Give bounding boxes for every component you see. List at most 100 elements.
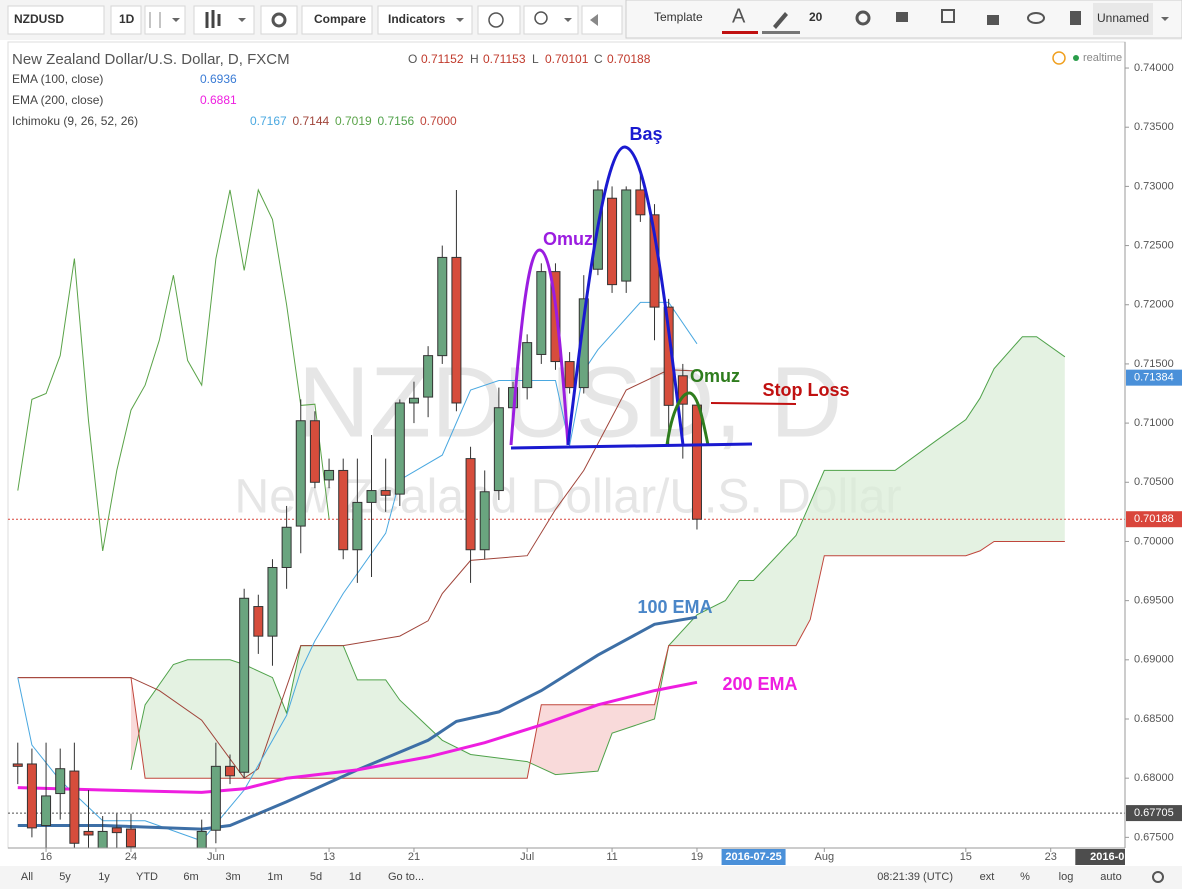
color-swatch — [722, 31, 758, 34]
legend: New Zealand Dollar/U.S. Dollar, D, FXCM … — [12, 51, 1122, 128]
ema200-value: 0.6881 — [200, 93, 237, 107]
candle-body — [253, 606, 264, 637]
interval[interactable]: 1D — [119, 12, 135, 26]
range-button[interactable]: 1d — [349, 871, 361, 883]
icon — [941, 9, 955, 23]
price-label-bg — [1126, 369, 1182, 386]
candle-body — [493, 407, 504, 492]
ichimoku-lagging — [17, 188, 330, 551]
symbol-box[interactable] — [7, 5, 105, 35]
annotation[interactable]: Omuz — [543, 229, 593, 249]
symbol[interactable]: NZDUSD — [14, 12, 64, 26]
candle-body — [691, 404, 702, 520]
candle-body — [196, 830, 207, 848]
neckline[interactable] — [510, 442, 753, 450]
text-color-icon[interactable]: A — [732, 5, 746, 27]
stop-loss-line[interactable] — [710, 402, 797, 405]
candle-body — [479, 491, 490, 551]
ichimoku-value: 0.7144 — [293, 114, 330, 128]
x-marker-bg — [1075, 849, 1140, 865]
indicators[interactable]: Indicators — [388, 12, 446, 26]
font-size[interactable]: 20 — [809, 10, 823, 24]
icon — [1027, 12, 1045, 24]
range-button[interactable]: 1m — [267, 871, 282, 883]
y-tick-label: 0.69000 — [1134, 654, 1174, 666]
annotation[interactable]: 200 EMA — [722, 674, 797, 694]
undo[interactable] — [581, 5, 623, 35]
annotation[interactable]: 100 EMA — [637, 597, 712, 617]
price-label-bg — [1126, 805, 1182, 822]
range-button[interactable]: YTD — [136, 871, 158, 883]
ichimoku-base — [17, 369, 698, 779]
price-label: 0.67705 — [1134, 807, 1174, 819]
x-tick-label: 19 — [691, 851, 703, 863]
interval-box[interactable] — [110, 5, 142, 35]
template[interactable]: Template — [654, 10, 703, 24]
icon — [488, 12, 504, 28]
range-button[interactable]: 6m — [183, 871, 198, 883]
y-tick-label: 0.74000 — [1134, 62, 1174, 74]
range-button[interactable]: 5y — [59, 871, 71, 883]
icon — [205, 10, 221, 28]
ichimoku-span-b — [17, 541, 1065, 779]
chart-style[interactable] — [193, 5, 255, 35]
scale-option[interactable]: ext — [980, 871, 995, 883]
candle-body — [26, 763, 37, 829]
right-shoulder-curve[interactable] — [665, 391, 710, 446]
annotation[interactable]: Stop Loss — [762, 380, 849, 400]
candle-body — [408, 397, 419, 404]
candle-body — [394, 402, 405, 495]
compare[interactable]: Compare — [314, 12, 366, 26]
layout-name[interactable]: Unnamed — [1097, 11, 1149, 25]
candle-body — [239, 597, 250, 773]
scale-option[interactable]: log — [1059, 871, 1074, 883]
annotation[interactable]: Omuz — [690, 366, 740, 386]
indicators-btn[interactable] — [377, 5, 473, 35]
y-tick-label: 0.71500 — [1134, 358, 1174, 370]
scale-option[interactable]: % — [1020, 871, 1030, 883]
y-tick-label: 0.69500 — [1134, 595, 1174, 607]
axis-corner — [1125, 848, 1182, 866]
ichimoku-value: 0.7167 — [250, 114, 287, 128]
ohlc-key: C — [594, 52, 603, 66]
candle-body — [97, 830, 108, 848]
range-button[interactable]: 3m — [225, 871, 240, 883]
scale-option[interactable]: auto — [1100, 871, 1121, 883]
candle-body — [295, 420, 306, 527]
ema100-value: 0.6936 — [200, 72, 237, 86]
left-shoulder-curve[interactable] — [509, 248, 570, 446]
head-curve[interactable] — [566, 145, 685, 446]
bottom-bar: All 5y 1y YTD 6m 3m 1m 5d 1d Go to... 08:21:39 (UT… — [0, 866, 1182, 889]
y-tick-label: 0.72500 — [1134, 239, 1174, 251]
alert[interactable] — [477, 5, 521, 35]
icon — [1161, 17, 1169, 21]
candle-body — [338, 469, 349, 551]
goto-button[interactable]: Go to... — [388, 871, 424, 883]
x-tick-label: 24 — [125, 851, 137, 863]
layout-box[interactable] — [1093, 3, 1153, 35]
ohlc-key: O — [408, 52, 417, 66]
candle-body — [423, 355, 434, 398]
settings-icon[interactable] — [1152, 871, 1164, 883]
range-button[interactable]: All — [21, 871, 33, 883]
compare-btn[interactable] — [301, 5, 373, 35]
legend-title: New Zealand Dollar/U.S. Dollar, D, FXCM — [12, 51, 290, 68]
settings[interactable] — [260, 5, 298, 35]
legend-ema200: EMA (200, close) — [12, 93, 103, 107]
realtime-icon — [1052, 51, 1066, 65]
interval-menu[interactable] — [144, 5, 186, 35]
icon — [534, 11, 548, 25]
y-tick-label: 0.73500 — [1134, 121, 1174, 133]
annotation[interactable]: Baş — [629, 124, 662, 144]
x-tick-label: Jun — [207, 851, 225, 863]
ichimoku-span-a — [130, 336, 1066, 776]
candle-body — [621, 189, 632, 282]
line-swatch — [762, 31, 800, 34]
icon — [590, 14, 598, 26]
x-marker-bg — [721, 849, 786, 865]
icon — [896, 12, 908, 22]
range-button[interactable]: 1y — [98, 871, 110, 883]
range-button[interactable]: 5d — [310, 871, 322, 883]
ohlc-value: 0.71153 — [483, 52, 526, 66]
